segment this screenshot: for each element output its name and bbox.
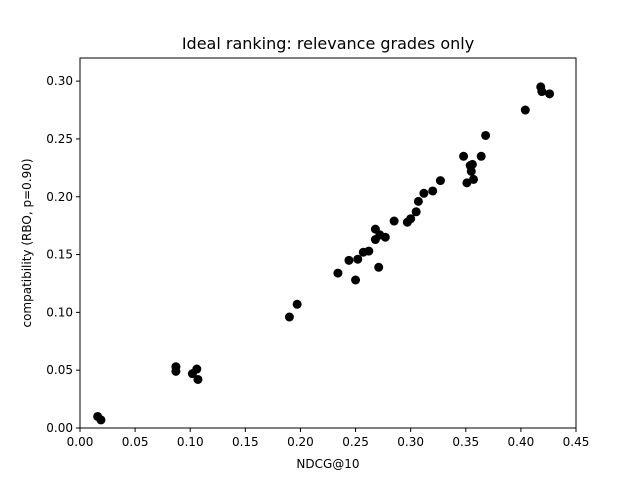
- chart-title: Ideal ranking: relevance grades only: [182, 34, 474, 53]
- data-point: [520, 105, 530, 115]
- x-tick-label: 0.35: [452, 435, 479, 449]
- x-tick-label: 0.30: [397, 435, 424, 449]
- x-tick-label: 0.05: [122, 435, 149, 449]
- data-point: [428, 186, 438, 196]
- data-point: [537, 87, 547, 97]
- y-tick-label: 0.15: [46, 248, 73, 262]
- data-point: [413, 196, 423, 206]
- x-axis-ticks: 0.00 0.05 0.10 0.15 0.20 0.25 0.30 0.35 0.40 0.45: [67, 428, 590, 449]
- data-point: [419, 188, 429, 198]
- y-axis-ticks: 0.00 0.05 0.10 0.15 0.20 0.25 0.30: [46, 74, 80, 435]
- data-point: [344, 255, 354, 265]
- data-point: [96, 415, 106, 425]
- data-point: [462, 178, 472, 188]
- data-point: [466, 166, 476, 176]
- data-point: [406, 214, 416, 224]
- data-point: [374, 262, 384, 272]
- y-tick-label: 0.00: [46, 421, 73, 435]
- data-point: [364, 246, 374, 256]
- data-point: [411, 207, 421, 217]
- data-point: [476, 151, 486, 161]
- data-point: [468, 174, 478, 184]
- y-tick-label: 0.10: [46, 305, 73, 319]
- y-tick-label: 0.20: [46, 190, 73, 204]
- y-tick-label: 0.05: [46, 363, 73, 377]
- data-point: [481, 130, 491, 140]
- data-point: [333, 268, 343, 278]
- x-tick-label: 0.10: [177, 435, 204, 449]
- data-point: [193, 374, 203, 384]
- x-tick-label: 0.00: [67, 435, 94, 449]
- data-point: [292, 299, 302, 309]
- plot-frame: [79, 57, 577, 429]
- data-points: [93, 82, 555, 425]
- data-point: [435, 176, 445, 186]
- x-tick-label: 0.15: [232, 435, 259, 449]
- y-tick-label: 0.30: [46, 74, 73, 88]
- data-point: [389, 216, 399, 226]
- data-point: [192, 364, 202, 374]
- data-point: [380, 232, 390, 242]
- data-point: [351, 275, 361, 285]
- y-axis-label: compatibility (RBO, p=0.90): [20, 158, 34, 327]
- data-point: [284, 312, 294, 322]
- data-point: [353, 254, 363, 264]
- x-tick-label: 0.45: [563, 435, 590, 449]
- data-point: [171, 366, 181, 376]
- y-tick-label: 0.25: [46, 132, 73, 146]
- data-point: [467, 159, 477, 169]
- x-tick-label: 0.20: [287, 435, 314, 449]
- x-tick-label: 0.25: [342, 435, 369, 449]
- x-tick-label: 0.40: [508, 435, 535, 449]
- x-axis-label: NDCG@10: [296, 457, 359, 471]
- data-point: [545, 89, 555, 99]
- data-point: [459, 151, 469, 161]
